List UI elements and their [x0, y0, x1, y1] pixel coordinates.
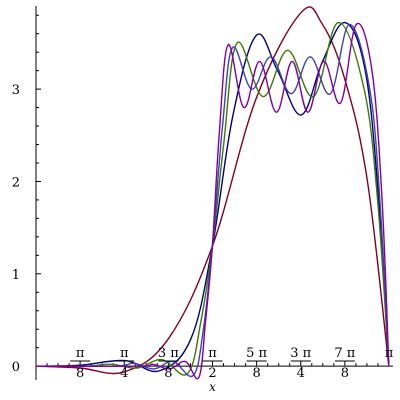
x-tick-numerator: π: [120, 346, 129, 361]
x-tick-denominator: 2: [208, 366, 216, 381]
x-tick-numerator: 5 π: [246, 346, 267, 361]
series-layer: [35, 6, 390, 380]
x-tick-denominator: 4: [297, 366, 305, 381]
ticks: 0 1 2 3 π 8 π 4 3 π 8 π 2 5 π 8 3 π 4 7 π 8 π: [12, 83, 394, 381]
x-axis-label: x: [209, 380, 216, 394]
x-tick-numerator: π: [208, 346, 217, 361]
y-tick-label: 0: [12, 360, 20, 375]
x-tick-numerator: 3 π: [158, 346, 179, 361]
x-tick-denominator: 8: [252, 366, 260, 381]
series-line-3: [35, 21, 390, 376]
series-line-5: [35, 22, 390, 380]
series-line-2: [35, 21, 390, 373]
x-tick-numerator: 7 π: [334, 346, 355, 361]
series-line-1: [35, 6, 390, 375]
y-tick-label: 3: [12, 83, 20, 98]
x-tick-numerator: 3 π: [290, 346, 311, 361]
y-tick-label: 1: [12, 268, 20, 283]
series-line-4: [35, 23, 390, 378]
x-tick-denominator: 8: [341, 366, 349, 381]
x-tick-denominator: 8: [164, 366, 172, 381]
x-tick-label: π: [385, 346, 394, 361]
x-tick-numerator: π: [76, 346, 85, 361]
x-tick-denominator: 8: [76, 366, 84, 381]
y-tick-label: 2: [12, 175, 20, 190]
x-tick-denominator: 4: [120, 366, 128, 381]
